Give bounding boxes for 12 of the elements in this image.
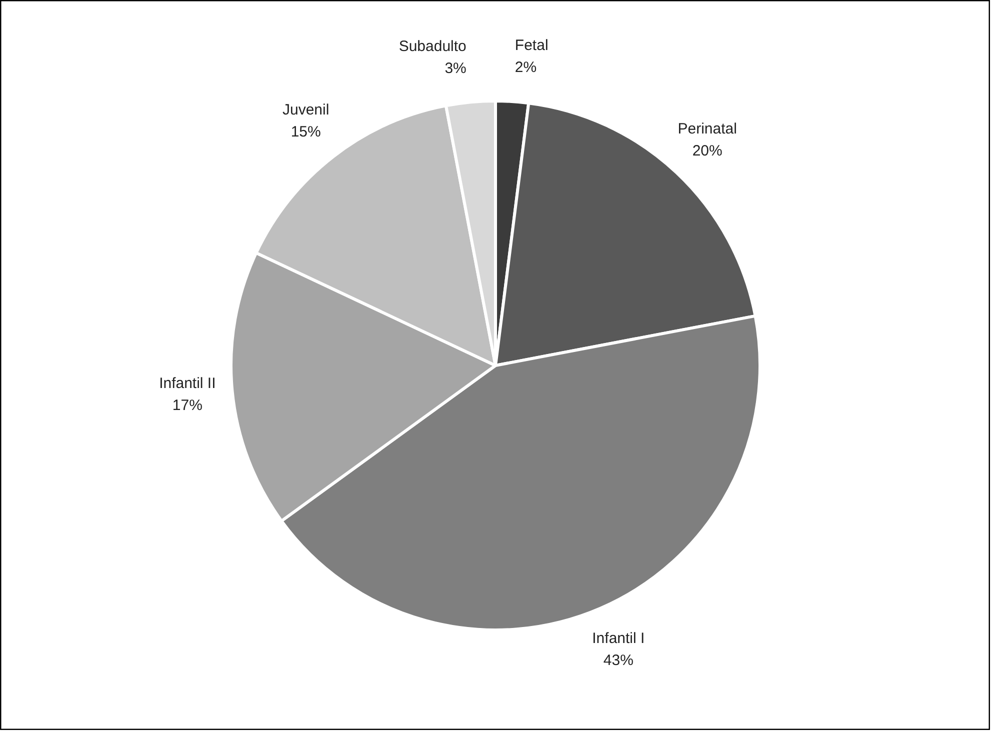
data-label: 20% [692,142,722,160]
data-label: 17% [172,397,202,414]
slice-label: Subadulto [398,38,466,55]
data-label: 43% [603,652,634,670]
slice-label: Fetal [514,37,548,54]
slice-label: Perinatal [678,120,737,138]
data-label: 3% [444,60,466,77]
slice-label: Juvenil [282,101,330,118]
slice-label: Infantil I [592,630,645,647]
data-label: 15% [290,124,321,141]
data-label: 2% [514,59,537,76]
slice-label: Infantil II [159,375,216,392]
